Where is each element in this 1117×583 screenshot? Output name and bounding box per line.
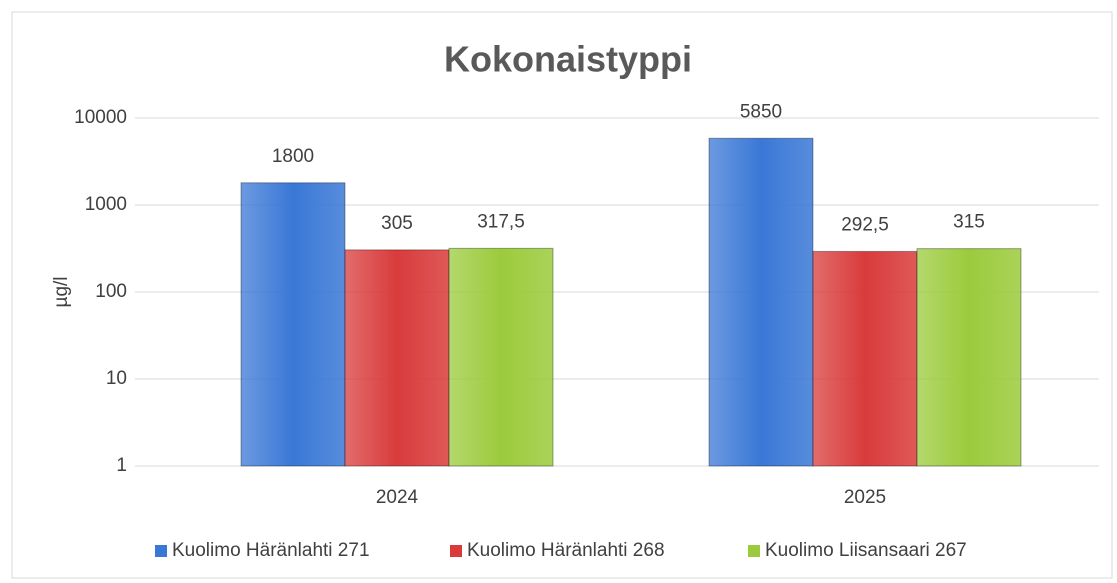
data-label: 1800 — [272, 146, 314, 167]
y-tick-label: 1000 — [85, 194, 127, 215]
data-label: 317,5 — [477, 211, 525, 232]
y-tick-label: 10000 — [74, 107, 127, 128]
legend-label: Kuolimo Liisansaari 267 — [765, 540, 967, 561]
bar — [708, 137, 814, 467]
legend-label: Kuolimo Häränlahti 271 — [172, 540, 370, 561]
data-label: 292,5 — [841, 214, 889, 235]
bar — [448, 247, 554, 467]
legend-swatch — [748, 545, 760, 557]
bar — [344, 249, 450, 467]
y-tick-label: 1 — [116, 455, 127, 476]
legend-label: Kuolimo Häränlahti 268 — [467, 540, 665, 561]
x-tick-label: 2024 — [376, 487, 419, 508]
bar — [916, 248, 1022, 467]
y-tick-label: 10 — [106, 368, 127, 389]
bar — [812, 250, 918, 467]
data-label: 315 — [953, 212, 985, 233]
y-axis-label: µg/l — [51, 276, 72, 307]
bar — [240, 182, 346, 467]
legend-swatch — [155, 545, 167, 557]
legend-swatch — [450, 545, 462, 557]
chart-title: Kokonaistyppi — [444, 39, 692, 80]
data-label: 5850 — [740, 101, 782, 122]
y-tick-label: 100 — [95, 281, 127, 302]
x-tick-label: 2025 — [844, 487, 886, 508]
data-label: 305 — [381, 213, 413, 234]
